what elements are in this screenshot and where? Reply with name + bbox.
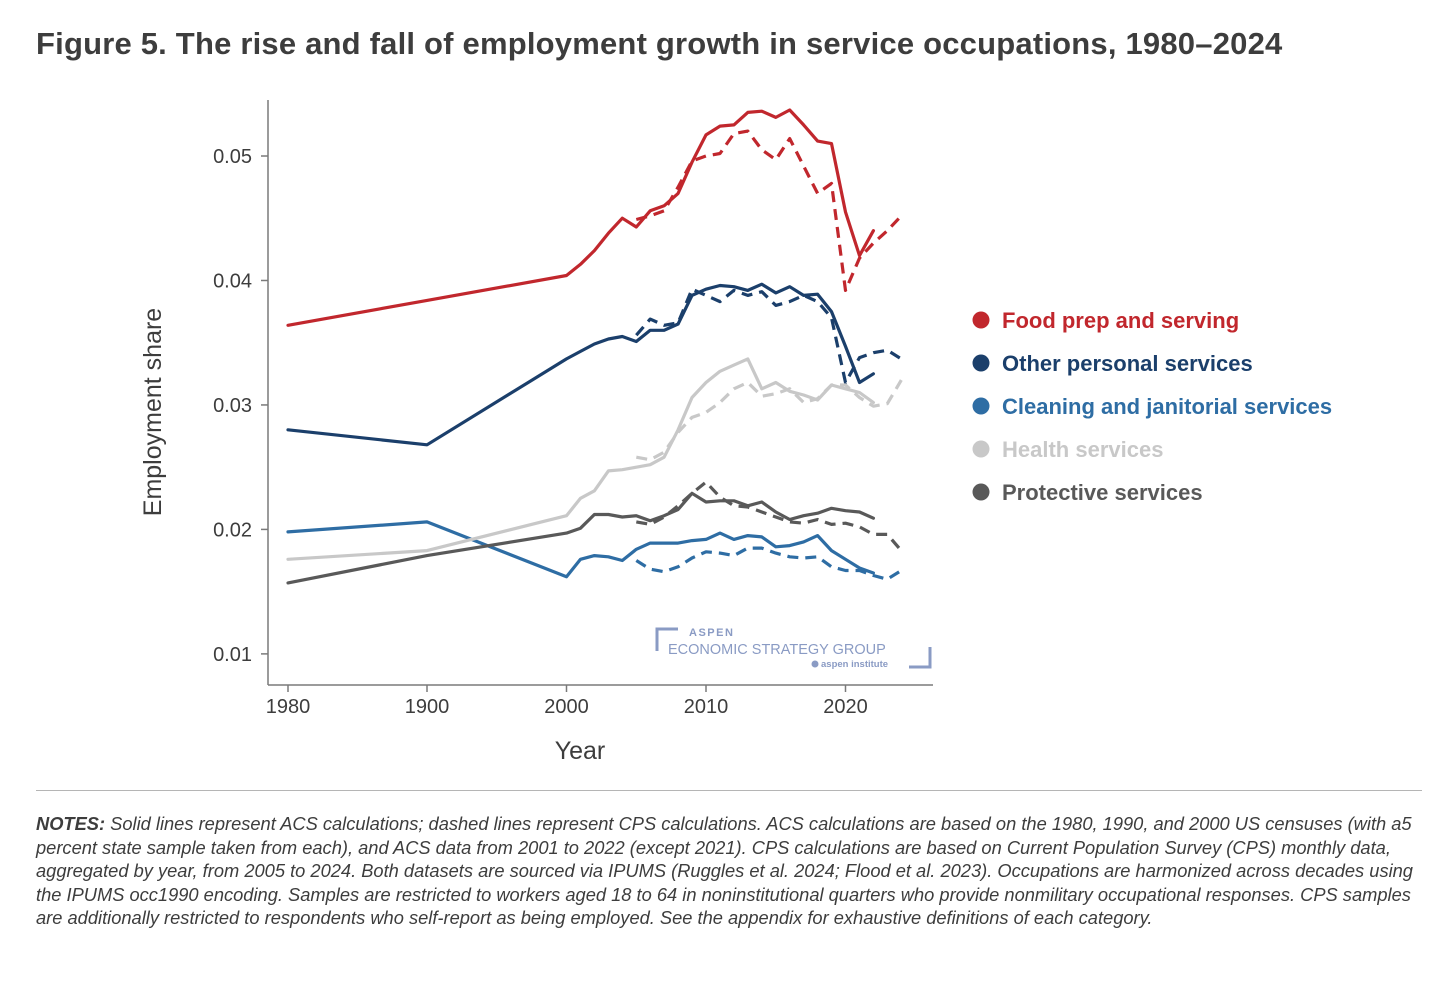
- food-prep-and-serving-acs-line: [286, 108, 876, 327]
- logo-institute-text: aspen institute: [821, 659, 888, 670]
- other-personal-services-acs-line: [286, 282, 876, 447]
- legend-swatch: [972, 397, 990, 415]
- legend-label: Food prep and serving: [1002, 308, 1239, 333]
- cleaning-and-janitorial-services-cps-line: [635, 546, 903, 581]
- legend-swatch: [972, 354, 990, 372]
- notes-label: NOTES:: [36, 813, 106, 834]
- y-tick-label: 0.02: [213, 519, 252, 541]
- notes-divider: [36, 790, 1422, 791]
- food-prep-and-serving-cps-line: [635, 129, 903, 292]
- legend-label: Protective services: [1002, 480, 1203, 505]
- y-tick-label: 0.03: [213, 395, 252, 417]
- logo-bracket-left: [655, 627, 678, 651]
- protective-services-acs-line: [286, 491, 876, 585]
- logo-bracket-right: [909, 647, 932, 669]
- aspen-logo: ASPEN ECONOMIC STRATEGY GROUP aspen inst…: [655, 627, 932, 670]
- x-tick-label: 1980: [266, 696, 311, 718]
- line-chart: 0.01 0.02 0.03 0.04 0.05 1980 1900 2000 2010 2020…: [139, 100, 1332, 765]
- y-tick-label: 0.01: [213, 644, 252, 666]
- legend-label: Cleaning and janitorial services: [1002, 394, 1332, 419]
- y-tick-label: 0.05: [213, 146, 252, 168]
- notes: NOTES: Solid lines represent ACS calcula…: [36, 812, 1426, 930]
- x-tick-label: 1900: [405, 696, 450, 718]
- legend-swatch: [972, 483, 990, 501]
- figure-title: Figure 5. The rise and fall of employmen…: [36, 26, 1283, 61]
- series-lines: [286, 108, 903, 585]
- axes: 0.01 0.02 0.03 0.04 0.05 1980 1900 2000 2010 2020…: [139, 100, 933, 765]
- legend-label: Other personal services: [1002, 351, 1253, 376]
- x-tick-label: 2000: [544, 696, 589, 718]
- logo-aspen-text: ASPEN: [689, 627, 734, 639]
- legend: Food prep and serving Other personal serv…: [972, 308, 1332, 505]
- legend-label: Health services: [1002, 437, 1163, 462]
- cleaning-and-janitorial-services-acs-line: [286, 520, 876, 579]
- notes-text: Solid lines represent ACS calculations; …: [36, 813, 1413, 928]
- x-tick-label: 2020: [823, 696, 868, 718]
- legend-swatch: [972, 311, 990, 329]
- legend-swatch: [972, 440, 990, 458]
- x-tick-label: 2010: [684, 696, 729, 718]
- x-axis-title: Year: [555, 737, 606, 765]
- health-services-cps-line: [636, 379, 903, 462]
- other-personal-services-cps-line: [635, 287, 903, 385]
- y-tick-label: 0.04: [213, 270, 252, 292]
- logo-drop-icon: [811, 660, 819, 668]
- logo-esg-text: ECONOMIC STRATEGY GROUP: [668, 642, 886, 658]
- y-axis-title: Employment share: [139, 308, 167, 516]
